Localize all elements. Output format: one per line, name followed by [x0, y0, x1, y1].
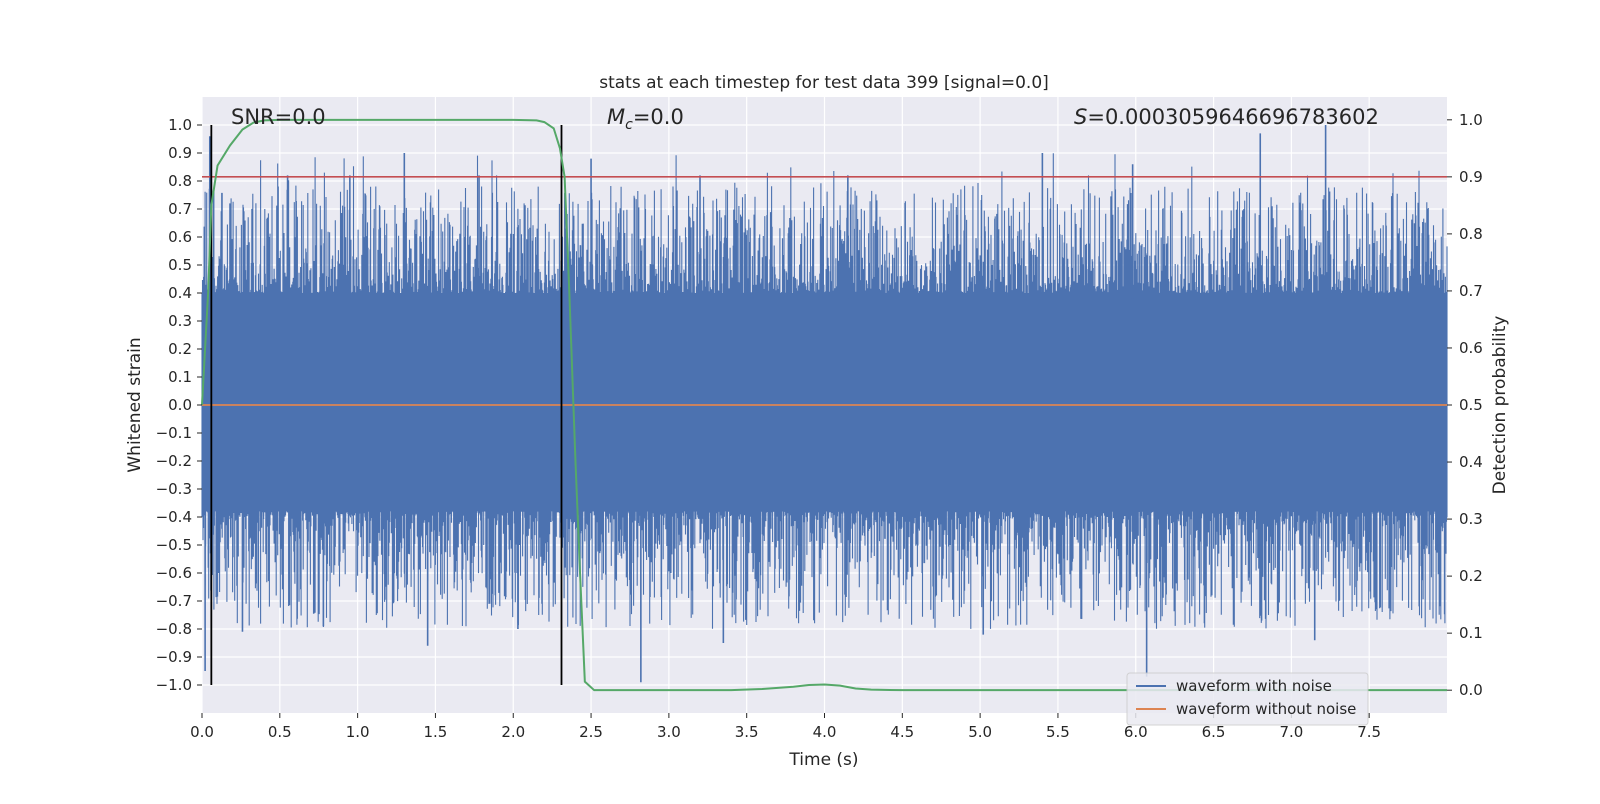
x-tick-label: 7.5: [1357, 723, 1381, 741]
y-tick-label-right: 0.4: [1459, 453, 1483, 471]
legend: waveform with noise waveform without noi…: [1126, 672, 1369, 726]
x-tick-label: 5.0: [968, 723, 992, 741]
y-tick-label-left: 0.5: [168, 256, 192, 274]
x-axis-label: Time (s): [788, 750, 858, 770]
x-tick-label: 4.0: [813, 723, 837, 741]
y-tick-label-left: 0.6: [168, 228, 192, 246]
x-tick-label: 2.0: [501, 723, 525, 741]
x-tick-label: 4.5: [890, 723, 914, 741]
y-tick-label-left: −0.8: [156, 620, 192, 638]
legend-label-clean: waveform without noise: [1176, 700, 1356, 718]
y-axis-label-left: Whitened strain: [125, 337, 145, 472]
chirp-mass-subscript: c: [625, 117, 633, 133]
y-tick-label-right: 0.8: [1459, 225, 1483, 243]
series-noisy-waveform-core: [202, 298, 1447, 506]
y-tick-label-right: 0.5: [1459, 396, 1483, 414]
y-tick-label-left: 0.3: [168, 312, 192, 330]
x-tick-label: 6.0: [1124, 723, 1148, 741]
series-detection-probability: [201, 118, 1447, 692]
s-stat-symbol: S: [1074, 105, 1087, 129]
legend-label-noisy: waveform with noise: [1176, 677, 1332, 695]
y-tick-label-right: 0.3: [1459, 510, 1483, 528]
y-tick-label-left: 0.0: [168, 396, 192, 414]
y-tick-label-left: −0.6: [156, 564, 192, 582]
s-stat-value: =0.0003059646696783602: [1087, 105, 1379, 129]
x-tick-label: 7.0: [1279, 723, 1303, 741]
y-tick-label-left: 0.1: [168, 368, 192, 386]
y-tick-label-left: −0.4: [156, 508, 192, 526]
chirp-mass-value: =0.0: [633, 105, 684, 129]
legend-box: [1126, 672, 1369, 726]
y-tick-label-left: −0.7: [156, 592, 192, 610]
x-tick-label: 3.5: [735, 723, 759, 741]
x-tick-label: 2.5: [579, 723, 603, 741]
x-tick-label: 1.5: [424, 723, 448, 741]
y-tick-label-left: 0.2: [168, 340, 192, 358]
y-tick-label-right: 0.7: [1459, 282, 1483, 300]
snr-stat-annotation: S=0.0003059646696783602: [1074, 105, 1379, 129]
y-tick-label-right: 0.6: [1459, 339, 1483, 357]
chirp-mass-annotation: Mc=0.0: [607, 105, 684, 133]
x-tick-label: 0.0: [190, 723, 214, 741]
y-tick-label-left: −0.5: [156, 536, 192, 554]
y-tick-label-right: 0.1: [1459, 624, 1483, 642]
y-tick-label-right: 0.2: [1459, 567, 1483, 585]
chirp-mass-symbol: M: [607, 105, 625, 129]
y-tick-label-left: −1.0: [156, 676, 192, 694]
y-tick-label-left: 0.8: [168, 172, 192, 190]
series-layer: [201, 118, 1448, 692]
y-tick-label-left: 0.9: [168, 144, 192, 162]
y-tick-label-left: −0.1: [156, 424, 192, 442]
y-tick-label-right: 0.0: [1459, 681, 1483, 699]
chart-title: stats at each timestep for test data 399…: [599, 73, 1049, 93]
x-tick-label: 0.5: [268, 723, 292, 741]
y-tick-label-left: −0.2: [156, 452, 192, 470]
x-tick-label: 1.0: [346, 723, 370, 741]
x-tick-label: 6.5: [1202, 723, 1226, 741]
y-axis-label-right: Detection probability: [1490, 316, 1510, 495]
y-tick-label-right: 0.9: [1459, 168, 1483, 186]
x-tick-label: 5.5: [1046, 723, 1070, 741]
y-tick-label-left: 0.7: [168, 200, 192, 218]
y-tick-label-left: 1.0: [168, 116, 192, 134]
y-tick-label-left: −0.3: [156, 480, 192, 498]
y-tick-label-left: −0.9: [156, 648, 192, 666]
x-tick-label: 3.0: [657, 723, 681, 741]
y-tick-label-left: 0.4: [168, 284, 192, 302]
y-tick-label-right: 1.0: [1459, 111, 1483, 129]
snr-annotation: SNR=0.0: [231, 105, 326, 129]
axes: 0.0 0.5 1.0 1.5 2.0 2.5 3.0 3.5 4.0 4.5 5.0 5.5 6.0 6…: [156, 111, 1483, 741]
